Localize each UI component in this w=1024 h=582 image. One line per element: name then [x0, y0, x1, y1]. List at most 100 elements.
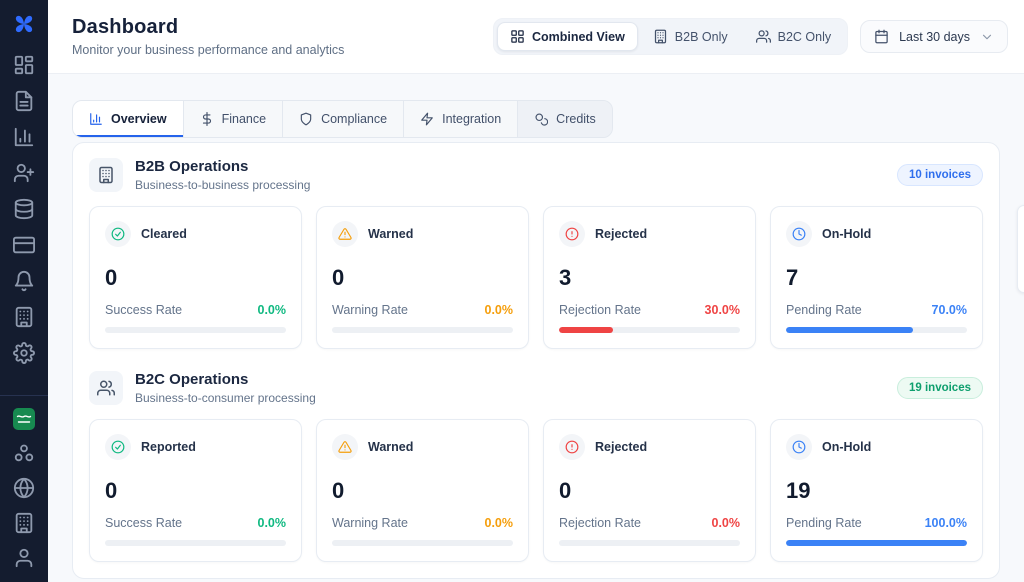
tab-label: Overview [111, 112, 167, 126]
view-toggle-label: B2C Only [777, 29, 832, 44]
chevron-down-icon [980, 30, 994, 44]
alert-triangle-icon [332, 221, 358, 247]
alert-triangle-icon [332, 434, 358, 460]
rate-value: 0.0% [257, 516, 287, 530]
clock-icon [786, 221, 812, 247]
view-toggle-label: B2B Only [674, 29, 728, 44]
credit-card-icon[interactable] [12, 233, 36, 257]
globe-icon[interactable] [12, 476, 36, 500]
building-icon [89, 158, 123, 192]
tab-label: Finance [221, 112, 267, 126]
card-label: Rejected [595, 227, 648, 241]
date-range-button[interactable]: Last 30 days [860, 20, 1008, 53]
section-header-b2b: B2B Operations Business-to-business proce… [89, 158, 983, 192]
card-value: 19 [786, 478, 811, 503]
invoice-count-badge: 10 invoices [896, 164, 983, 186]
alert-circle-icon [559, 434, 585, 460]
status-card-on-hold: On-Hold 7 Pending Rate 70.0% [770, 206, 983, 349]
database-icon[interactable] [12, 197, 36, 221]
progress-bar [559, 540, 740, 546]
view-toggle-combined-view[interactable]: Combined View [496, 22, 638, 51]
users-icon [89, 371, 123, 405]
progress-bar [332, 327, 513, 333]
page-header: Dashboard Monitor your business performa… [48, 0, 1024, 74]
tab-overview[interactable]: Overview [73, 101, 184, 137]
sidebar-divider [0, 395, 48, 396]
tab-bar: Overview Finance Compliance Integration Cred… [72, 100, 613, 138]
rate-value: 70.0% [931, 303, 967, 317]
main-area: Dashboard Monitor your business performa… [48, 0, 1024, 582]
rate-value: 30.0% [704, 303, 740, 317]
view-toggle-b2c-only[interactable]: B2C Only [743, 22, 845, 51]
alert-circle-icon [559, 221, 585, 247]
status-card-on-hold: On-Hold 19 Pending Rate 100.0% [770, 419, 983, 562]
rate-value: 0.0% [257, 303, 287, 317]
rate-label: Success Rate [105, 303, 183, 317]
card-value: 3 [559, 265, 572, 290]
page-subtitle: Monitor your business performance and an… [72, 43, 345, 57]
card-label: Rejected [595, 440, 648, 454]
bar-chart-icon [89, 112, 103, 126]
layout-dashboard-icon[interactable] [12, 53, 36, 77]
coins-icon [534, 112, 549, 126]
file-text-icon[interactable] [12, 89, 36, 113]
tab-label: Compliance [321, 112, 388, 126]
progress-bar [559, 327, 740, 333]
saudi-flag-icon[interactable] [13, 408, 35, 430]
section-title: B2C Operations [135, 371, 249, 388]
bell-icon[interactable] [12, 269, 36, 293]
progress-bar [332, 540, 513, 546]
sidebar [0, 0, 48, 582]
building-icon[interactable] [12, 305, 36, 329]
card-label: Reported [141, 440, 196, 454]
view-toggle-group: Combined View B2B Only B2C Only [492, 18, 849, 55]
users-icon [755, 29, 771, 44]
status-card-warned: Warned 0 Warning Rate 0.0% [316, 419, 529, 562]
card-value: 0 [332, 265, 345, 290]
check-circle-icon [105, 221, 131, 247]
progress-bar-fill [559, 327, 614, 333]
card-value: 0 [105, 265, 118, 290]
rate-value: 0.0% [484, 516, 514, 530]
view-toggle-label: Combined View [531, 29, 625, 44]
card-label: Warned [368, 227, 414, 241]
progress-bar [786, 540, 967, 546]
zap-icon [420, 112, 434, 126]
tab-finance[interactable]: Finance [183, 101, 284, 137]
rate-label: Rejection Rate [559, 303, 641, 317]
card-label: On-Hold [822, 440, 872, 454]
tab-integration[interactable]: Integration [404, 101, 519, 137]
dollar-icon [200, 112, 214, 126]
progress-bar-fill [786, 327, 913, 333]
card-grid-b2c: Reported 0 Success Rate 0.0% Warned 0 Warning … [89, 419, 983, 562]
rate-label: Pending Rate [786, 516, 862, 530]
view-toggle-b2b-only[interactable]: B2B Only [640, 22, 741, 51]
progress-bar [786, 327, 967, 333]
rate-label: Warning Rate [332, 516, 408, 530]
user-icon[interactable] [12, 546, 36, 570]
rate-value: 0.0% [711, 516, 741, 530]
invoice-count-badge: 19 invoices [896, 377, 983, 399]
rate-value: 0.0% [484, 303, 514, 317]
rate-label: Warning Rate [332, 303, 408, 317]
clock-icon [786, 434, 812, 460]
webhook-icon[interactable] [12, 441, 36, 465]
scrollbar-thumb[interactable] [1017, 205, 1024, 293]
app-logo-icon[interactable] [0, 0, 48, 48]
rate-value: 100.0% [924, 516, 967, 530]
bar-chart-icon[interactable] [12, 125, 36, 149]
user-plus-icon[interactable] [12, 161, 36, 185]
shield-icon [299, 112, 313, 126]
date-range-label: Last 30 days [899, 29, 970, 44]
settings-icon[interactable] [12, 341, 36, 365]
card-value: 0 [559, 478, 572, 503]
page-title: Dashboard [72, 16, 179, 38]
section-title: B2B Operations [135, 158, 249, 175]
status-card-rejected: Rejected 3 Rejection Rate 30.0% [543, 206, 756, 349]
tab-credits[interactable]: Credits [518, 101, 612, 137]
building-icon[interactable] [12, 511, 36, 535]
tab-compliance[interactable]: Compliance [283, 101, 405, 137]
card-label: Cleared [141, 227, 187, 241]
card-label: Warned [368, 440, 414, 454]
building-icon [653, 29, 668, 44]
